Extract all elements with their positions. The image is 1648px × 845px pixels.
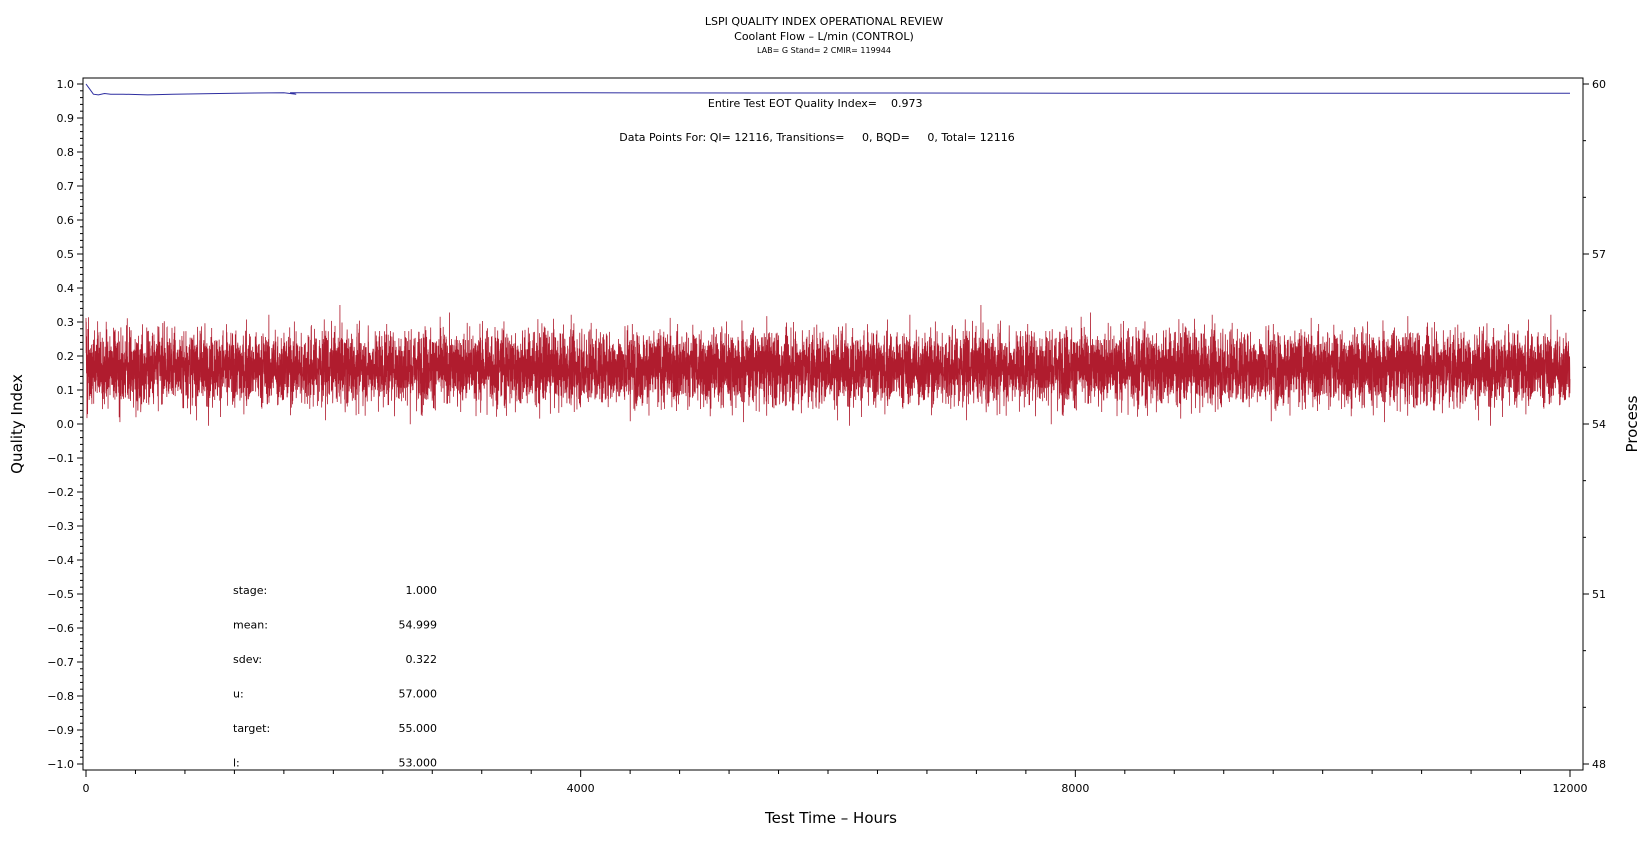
- eot-quality-value: 0.973: [891, 97, 923, 110]
- x-tick-label: 12000: [1553, 782, 1588, 795]
- y-tick-label: −0.6: [47, 622, 74, 635]
- y-tick-label: −0.8: [47, 690, 74, 703]
- stat-label: target:: [233, 722, 270, 735]
- y-tick-label: −0.3: [47, 520, 74, 533]
- x-tick-label: 8000: [1061, 782, 1089, 795]
- y-tick-label: −0.7: [47, 656, 74, 669]
- stat-label: mean:: [233, 619, 268, 632]
- y2-tick-label: 54: [1592, 418, 1606, 431]
- stat-label: sdev:: [233, 653, 262, 666]
- process-series-line: [85, 304, 1571, 426]
- y-tick-label: 1.0: [57, 78, 75, 91]
- stat-value: 54.999: [399, 619, 438, 632]
- stat-label: l:: [233, 757, 240, 770]
- y-tick-label: −0.2: [47, 486, 74, 499]
- data-points-summary: Data Points For: QI= 12116, Transitions=…: [619, 131, 1014, 144]
- y-tick-label: 0.1: [57, 384, 75, 397]
- stat-value: 0.322: [406, 653, 438, 666]
- stat-label: stage:: [233, 584, 267, 597]
- x-tick-label: 4000: [567, 782, 595, 795]
- y-tick-label: 0.3: [57, 316, 75, 329]
- stat-value: 53.000: [399, 757, 438, 770]
- y-tick-label: 0.6: [57, 214, 75, 227]
- chart-title: LSPI QUALITY INDEX OPERATIONAL REVIEW: [705, 15, 943, 28]
- y2-tick-label: 60: [1592, 78, 1606, 91]
- y-tick-label: 0.0: [57, 418, 75, 431]
- y-tick-label: 0.4: [57, 282, 75, 295]
- y-tick-label: −0.9: [47, 724, 74, 737]
- chart-subtitle-small: LAB= G Stand= 2 CMIR= 119944: [757, 46, 891, 55]
- stat-label: u:: [233, 688, 244, 701]
- stat-value: 1.000: [406, 584, 438, 597]
- y2-tick-label: 51: [1592, 588, 1606, 601]
- y-tick-label: 0.5: [57, 248, 75, 261]
- y-tick-label: −0.5: [47, 588, 74, 601]
- y-tick-label: 0.9: [57, 112, 75, 125]
- y-tick-label: −0.4: [47, 554, 74, 567]
- y-axis-label: Quality Index: [8, 374, 26, 474]
- y-tick-label: 0.2: [57, 350, 75, 363]
- y2-axis-label: Process: [1623, 395, 1641, 452]
- y-tick-label: −0.1: [47, 452, 74, 465]
- y-tick-label: 0.8: [57, 146, 75, 159]
- stat-value: 57.000: [399, 688, 438, 701]
- y-tick-label: −1.0: [47, 758, 74, 771]
- plot-frame: [82, 77, 1584, 771]
- eot-quality-label: Entire Test EOT Quality Index=: [708, 97, 877, 110]
- y-tick-label: 0.7: [57, 180, 75, 193]
- y2-tick-label: 57: [1592, 248, 1606, 261]
- stat-value: 55.000: [399, 722, 438, 735]
- quality-index-series-line: [85, 83, 1570, 96]
- y2-tick-label: 48: [1592, 758, 1606, 771]
- x-tick-label: 0: [83, 782, 90, 795]
- x-axis-label: Test Time – Hours: [764, 809, 897, 827]
- chart-subtitle: Coolant Flow – L/min (CONTROL): [734, 30, 914, 43]
